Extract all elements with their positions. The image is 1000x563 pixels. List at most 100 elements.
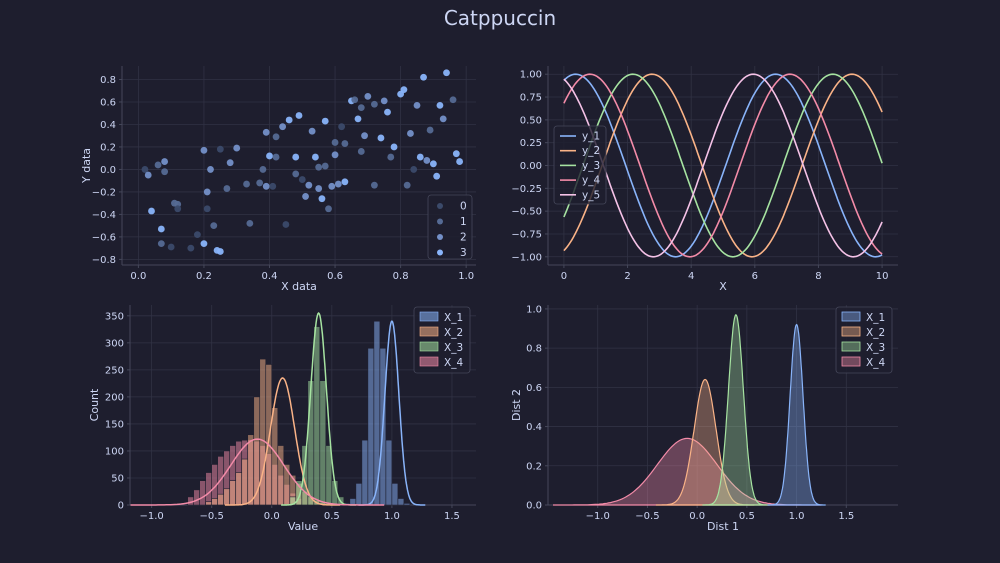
scatter-point [328, 182, 336, 190]
scatter-legend [427, 194, 473, 260]
scatter-point [187, 244, 195, 252]
scatter-point [295, 112, 303, 119]
line-y3 [563, 73, 883, 258]
scatter-point [426, 126, 434, 134]
scatter-point [167, 243, 175, 251]
legend-label: y_1 [582, 131, 600, 143]
scatter-point [193, 231, 201, 239]
scatter-point [305, 181, 313, 189]
legend-marker [419, 311, 439, 322]
line-legend [553, 125, 607, 205]
scatter-point [387, 153, 395, 161]
scatter-point [223, 185, 231, 192]
x-tick-label: −1.0 [586, 511, 610, 522]
x-tick-label: 0.5 [739, 511, 755, 522]
scatter-point [420, 73, 427, 81]
scatter-point [318, 195, 326, 203]
scatter-point [370, 181, 378, 189]
x-tick-label: 0.0 [689, 511, 705, 522]
scatter-point [148, 207, 155, 215]
hist-bar [391, 483, 399, 506]
x-axis-label: X [719, 280, 727, 293]
kde-area [767, 323, 826, 506]
y-tick-label: 0.6 [100, 97, 116, 108]
hist-bar [397, 498, 405, 506]
y-axis-label: Count [88, 388, 101, 421]
legend-label: X_2 [444, 327, 463, 339]
legend-marker [841, 311, 861, 322]
scatter-point [334, 180, 342, 188]
scatter-point [331, 151, 339, 159]
scatter-point [157, 225, 165, 233]
scatter-point [256, 179, 264, 187]
y-tick-label: 1.00 [520, 70, 542, 81]
scatter-point [141, 166, 149, 173]
scatter-point [439, 115, 447, 123]
x-tick-label: 6 [752, 271, 758, 282]
x-tick-label: 0 [561, 271, 567, 282]
y-tick-label: 1.0 [526, 304, 542, 315]
y-tick-label: −0.2 [92, 187, 116, 198]
kde-area [655, 378, 755, 506]
scatter-point [321, 117, 329, 125]
kde-curve [130, 438, 385, 506]
hist-bar [193, 489, 200, 506]
x-axis-label: Value [288, 520, 318, 533]
y-tick-label: −0.50 [511, 207, 542, 218]
hist-bar [241, 458, 249, 506]
scatter-point [285, 116, 293, 124]
scatter-point [423, 157, 431, 164]
x-tick-label: −0.5 [635, 511, 659, 522]
hist-bar [385, 439, 393, 506]
plot-2: 0 2 4 6 8 10 −1.00 −0.75 −0.50 −0.25 0.00 0.25 0.50 0… [511, 66, 898, 293]
y-tick-label: 0.50 [520, 115, 542, 126]
scatter-point [325, 205, 332, 213]
y-tick-label: 350 [105, 311, 124, 322]
scatter-point [292, 153, 300, 161]
legend-marker [419, 356, 439, 367]
hist-bar [235, 472, 243, 506]
x-tick-label: 0.6 [327, 271, 343, 282]
x-tick-label: 0.5 [324, 511, 340, 522]
figure-title: Catppuccin [443, 6, 557, 30]
scatter-point [407, 130, 414, 137]
legend-label: y_5 [582, 189, 600, 201]
legend-label: X_1 [444, 312, 463, 324]
scatter-point [279, 123, 287, 131]
y-tick-label: 0.75 [520, 93, 542, 104]
legend-label: 0 [460, 201, 467, 213]
scatter-point [292, 170, 300, 178]
scatter-point [315, 163, 323, 171]
scatter-point [354, 115, 362, 123]
hist-bar [205, 501, 212, 506]
y-tick-label: 0.4 [100, 120, 116, 131]
legend-marker [419, 341, 439, 352]
legend-label: X_4 [866, 357, 885, 369]
legend-marker [841, 356, 861, 367]
scatter-point [262, 182, 270, 190]
hist-bar [211, 498, 219, 506]
scatter-point [436, 101, 444, 109]
scatter-point [449, 96, 457, 104]
scatter-point [272, 133, 280, 141]
x-tick-label: 0.0 [130, 271, 146, 282]
scatter-point [210, 222, 218, 230]
hist-bar [349, 498, 357, 506]
x-tick-label: 0.2 [196, 271, 212, 282]
scatter-point [413, 101, 421, 109]
scatter-point [341, 140, 349, 147]
x-tick-label: −1.0 [139, 511, 163, 522]
scatter-point [243, 180, 250, 188]
scatter-point [298, 176, 306, 183]
scatter-point [216, 248, 224, 255]
legend-marker [419, 326, 439, 337]
line-y1 [563, 73, 883, 258]
y-tick-label: 0.0 [100, 165, 116, 176]
kde-legend [835, 306, 893, 374]
kde-curve [281, 312, 357, 506]
hist-bar [199, 480, 206, 506]
y-tick-label: 300 [105, 338, 124, 349]
scatter-point [341, 178, 349, 186]
scatter-point [361, 132, 368, 140]
